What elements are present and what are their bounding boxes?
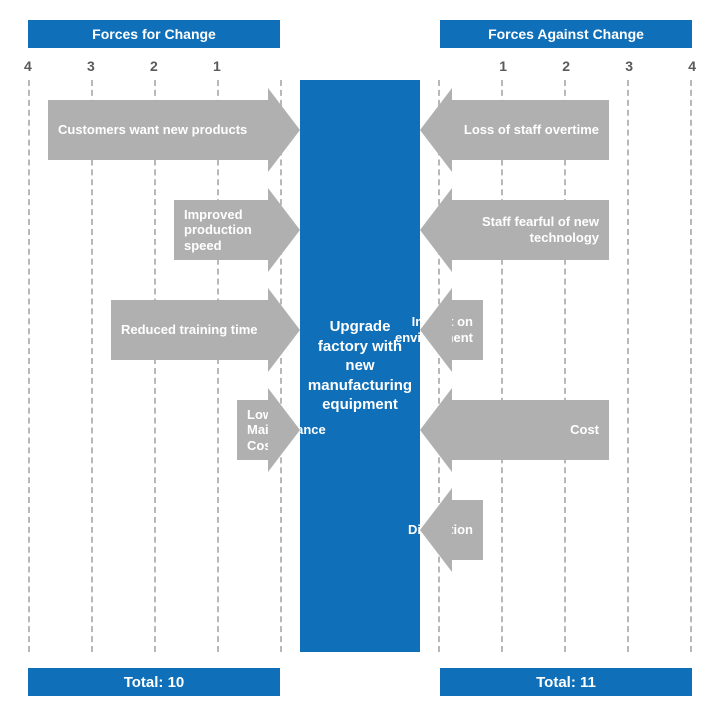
gridline <box>501 80 503 652</box>
arrow-head-icon <box>420 388 452 472</box>
scale-tick: 1 <box>499 58 507 74</box>
total-against: Total: 11 <box>440 668 692 696</box>
force-for-arrow: Low Maintenance Costs <box>237 400 268 460</box>
scale-tick: 3 <box>87 58 95 74</box>
arrow-head-icon <box>268 288 300 372</box>
scale-tick: 3 <box>625 58 633 74</box>
arrow-label: Reduced training time <box>111 300 268 360</box>
arrow-head-icon <box>420 188 452 272</box>
scale-tick: 4 <box>24 58 32 74</box>
grid-left <box>28 80 280 652</box>
force-against-arrow: Staff fearful of new technology <box>452 200 609 260</box>
scale-tick: 1 <box>213 58 221 74</box>
arrow-label: Customers want new products <box>48 100 268 160</box>
gridline <box>627 80 629 652</box>
arrow-head-icon <box>420 288 452 372</box>
arrow-label: Cost <box>452 400 609 460</box>
arrow-label: Impact on environment <box>452 300 483 360</box>
total-for: Total: 10 <box>28 668 280 696</box>
scale-left: 4321 <box>28 58 280 78</box>
arrow-head-icon <box>268 88 300 172</box>
scale-tick: 4 <box>688 58 696 74</box>
gridline <box>91 80 93 652</box>
total-for-label: Total: 10 <box>124 674 185 691</box>
force-against-arrow: Impact on environment <box>452 300 483 360</box>
arrow-label: Loss of staff overtime <box>452 100 609 160</box>
force-field-diagram: Forces for Change Forces Against Change … <box>0 0 720 720</box>
scale-right: 4321 <box>440 58 692 78</box>
header-for-change: Forces for Change <box>28 20 280 48</box>
gridline <box>564 80 566 652</box>
header-against-change: Forces Against Change <box>440 20 692 48</box>
arrow-label: Staff fearful of new technology <box>452 200 609 260</box>
header-for-label: Forces for Change <box>92 26 216 42</box>
gridline <box>217 80 219 652</box>
force-against-arrow: Disruption <box>452 500 483 560</box>
arrow-head-icon <box>420 488 452 572</box>
arrow-label: Improved production speed <box>174 200 268 260</box>
arrow-label: Low Maintenance Costs <box>237 400 268 460</box>
scale-tick: 2 <box>562 58 570 74</box>
arrow-head-icon <box>268 188 300 272</box>
total-against-label: Total: 11 <box>536 674 596 691</box>
arrow-head-icon <box>420 88 452 172</box>
header-against-label: Forces Against Change <box>488 26 644 42</box>
gridline <box>28 80 30 652</box>
force-for-arrow: Reduced training time <box>111 300 268 360</box>
arrow-label: Disruption <box>452 500 483 560</box>
force-against-arrow: Loss of staff overtime <box>452 100 609 160</box>
force-for-arrow: Improved production speed <box>174 200 268 260</box>
force-for-arrow: Customers want new products <box>48 100 268 160</box>
grid-right <box>440 80 692 652</box>
scale-tick: 2 <box>150 58 158 74</box>
gridline <box>154 80 156 652</box>
arrow-head-icon <box>268 388 300 472</box>
center-proposal: Upgrade factory with new manufacturing e… <box>300 80 420 652</box>
force-against-arrow: Cost <box>452 400 609 460</box>
gridline <box>690 80 692 652</box>
